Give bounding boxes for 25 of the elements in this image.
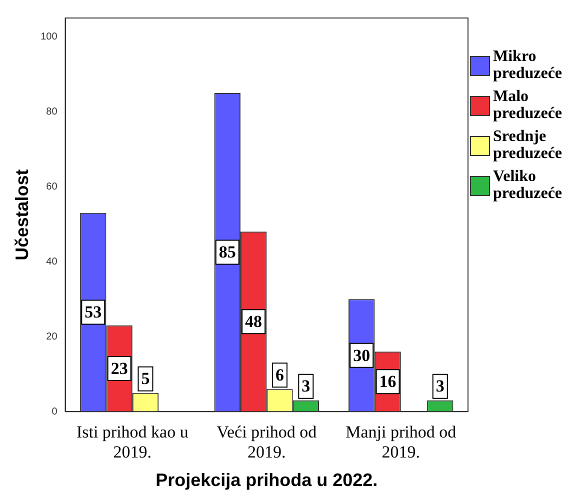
data-label: 53 — [84, 302, 102, 322]
data-label: 48 — [245, 312, 262, 332]
data-label: 23 — [110, 358, 128, 378]
y-tick-label: 20 — [46, 331, 58, 342]
data-label: 5 — [141, 369, 150, 388]
data-label: 3 — [436, 376, 444, 396]
x-tick-label: Veći prihod od 2019. — [216, 422, 318, 462]
x-tick-label: Isti prihod kao u 2019. — [76, 422, 189, 462]
y-tick-label: 80 — [46, 106, 58, 118]
data-label: 30 — [353, 346, 370, 365]
legend-label: Mikro preduzeće — [493, 48, 564, 82]
x-axis-title: Projekcija prihoda u 2022. — [156, 470, 378, 490]
data-label: 85 — [218, 242, 236, 262]
y-tick-label: 0 — [52, 406, 58, 418]
data-label: 3 — [302, 376, 310, 396]
y-axis-title: Učestalost — [12, 169, 32, 260]
data-label: 16 — [379, 372, 396, 391]
y-tick-label: 100 — [40, 31, 58, 42]
y-tick-label: 40 — [46, 256, 58, 268]
legend-label: Malo preduzeće — [493, 88, 564, 122]
y-tick-label: 60 — [46, 181, 58, 192]
legend-label: Veliko preduzeće — [493, 168, 564, 202]
data-label: 6 — [275, 366, 284, 384]
x-tick-label: Manji prihod od 2019. — [346, 422, 457, 462]
legend-label: Srednje preduzeće — [493, 128, 564, 162]
